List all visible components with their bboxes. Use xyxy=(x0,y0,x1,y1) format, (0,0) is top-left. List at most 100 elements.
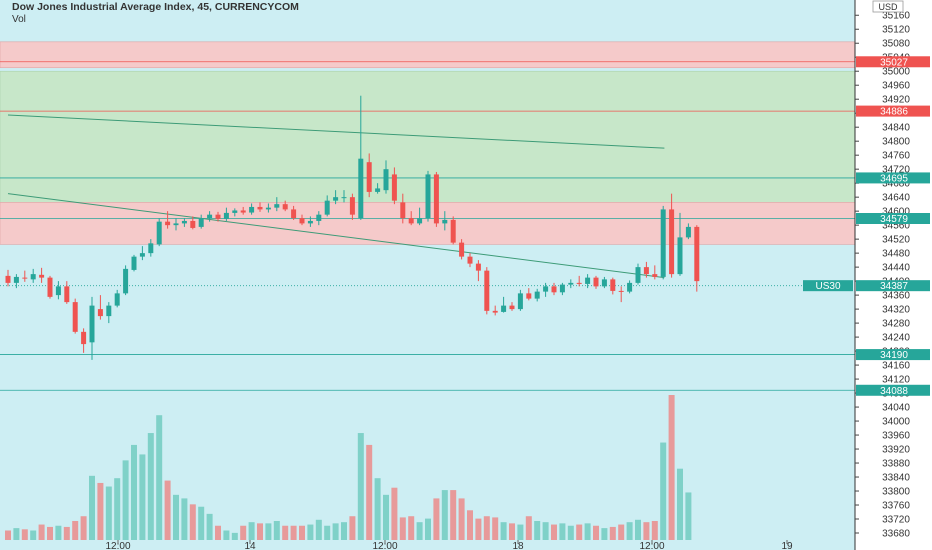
candle-23[interactable] xyxy=(198,214,204,229)
candle-21[interactable] xyxy=(181,218,187,227)
level-tag-4[interactable] xyxy=(856,349,930,361)
candle-42[interactable] xyxy=(358,95,364,220)
trendline-1[interactable] xyxy=(7,193,665,279)
volume-bar-47 xyxy=(399,517,406,540)
candle-10[interactable] xyxy=(89,296,95,360)
candle-32[interactable] xyxy=(274,197,280,212)
candle-68[interactable] xyxy=(576,275,582,287)
candle-77[interactable] xyxy=(652,265,658,280)
candle-48[interactable] xyxy=(408,211,414,226)
candle-28[interactable] xyxy=(240,206,246,215)
candle-74[interactable] xyxy=(627,280,633,294)
candle-73[interactable] xyxy=(618,286,624,303)
candle-35[interactable] xyxy=(299,214,305,226)
candle-16[interactable] xyxy=(139,246,145,261)
candle-0[interactable] xyxy=(5,269,11,287)
candle-11[interactable] xyxy=(97,295,103,320)
candle-80[interactable] xyxy=(677,212,683,276)
volume-bar-13 xyxy=(114,478,121,540)
candle-75[interactable] xyxy=(635,263,641,285)
candle-58[interactable] xyxy=(492,305,498,316)
candle-44[interactable] xyxy=(375,183,381,194)
candle-65[interactable] xyxy=(551,282,557,296)
candle-20[interactable] xyxy=(173,218,179,231)
candle-41[interactable] xyxy=(349,193,355,220)
candle-81[interactable] xyxy=(685,223,691,240)
level-tag-0[interactable] xyxy=(856,56,930,68)
candle-4[interactable] xyxy=(39,267,45,283)
candle-52[interactable] xyxy=(442,211,448,231)
candle-57[interactable] xyxy=(484,267,490,315)
candle-56[interactable] xyxy=(475,260,481,282)
candle-66[interactable] xyxy=(559,282,565,296)
candle-62[interactable] xyxy=(526,288,532,301)
candle-36[interactable] xyxy=(307,216,313,227)
level-tag-5[interactable] xyxy=(856,384,930,396)
candle-63[interactable] xyxy=(534,288,540,302)
candle-59[interactable] xyxy=(501,296,507,313)
x-tick-label-2: 12:00 xyxy=(372,541,397,550)
candle-37[interactable] xyxy=(316,211,322,226)
candle-61[interactable] xyxy=(517,289,523,311)
candle-69[interactable] xyxy=(585,274,591,289)
candle-38[interactable] xyxy=(324,195,330,217)
candle-79[interactable] xyxy=(669,193,675,278)
candle-54[interactable] xyxy=(459,239,465,260)
candle-51[interactable] xyxy=(433,171,439,227)
candle-17[interactable] xyxy=(148,239,154,257)
candle-49[interactable] xyxy=(417,207,423,226)
candle-40[interactable] xyxy=(341,190,347,203)
candle-53[interactable] xyxy=(450,216,456,245)
candle-50[interactable] xyxy=(425,170,431,222)
candle-2[interactable] xyxy=(22,270,28,282)
candle-45[interactable] xyxy=(383,160,389,194)
candle-14[interactable] xyxy=(123,265,129,296)
candle-60[interactable] xyxy=(509,302,515,311)
candle-55[interactable] xyxy=(467,253,473,268)
candle-71[interactable] xyxy=(601,276,607,289)
candle-27[interactable] xyxy=(232,208,238,217)
trendline-0[interactable] xyxy=(7,114,665,149)
candle-18[interactable] xyxy=(156,218,162,247)
candle-1[interactable] xyxy=(13,274,19,289)
currency-box[interactable] xyxy=(872,0,904,13)
symbol-tag[interactable] xyxy=(803,280,853,292)
candle-30[interactable] xyxy=(257,202,263,212)
candle-64[interactable] xyxy=(543,282,549,297)
level-tag-3[interactable] xyxy=(856,213,930,225)
candle-46[interactable] xyxy=(391,167,397,205)
level-tag-1[interactable] xyxy=(856,105,930,117)
candle-43[interactable] xyxy=(366,153,372,198)
candle-7[interactable] xyxy=(64,281,70,304)
candle-24[interactable] xyxy=(207,211,213,222)
candle-29[interactable] xyxy=(249,203,255,215)
candle-78[interactable] xyxy=(660,205,666,280)
candle-9[interactable] xyxy=(81,328,87,353)
price-tag[interactable] xyxy=(856,280,930,292)
candle-26[interactable] xyxy=(223,207,229,221)
candle-13[interactable] xyxy=(114,289,120,308)
currency-label[interactable]: USD xyxy=(878,2,898,12)
candle-22[interactable] xyxy=(190,216,196,230)
candle-12[interactable] xyxy=(106,302,112,324)
level-tag-2[interactable] xyxy=(856,172,930,184)
candle-76[interactable] xyxy=(643,261,649,278)
candle-19[interactable] xyxy=(165,211,171,229)
candle-5[interactable] xyxy=(47,275,53,299)
candle-31[interactable] xyxy=(265,203,271,213)
candle-body-29 xyxy=(249,206,255,213)
candle-15[interactable] xyxy=(131,254,137,272)
candle-3[interactable] xyxy=(30,268,36,283)
candle-34[interactable] xyxy=(291,205,297,220)
candle-6[interactable] xyxy=(55,281,61,300)
candle-39[interactable] xyxy=(333,190,339,205)
candle-33[interactable] xyxy=(282,200,288,212)
candle-25[interactable] xyxy=(215,211,221,222)
candle-72[interactable] xyxy=(610,277,616,295)
candle-70[interactable] xyxy=(593,275,599,289)
candle-47[interactable] xyxy=(400,193,406,224)
candle-67[interactable] xyxy=(568,279,574,289)
candle-8[interactable] xyxy=(72,298,78,334)
candle-82[interactable] xyxy=(694,225,700,292)
